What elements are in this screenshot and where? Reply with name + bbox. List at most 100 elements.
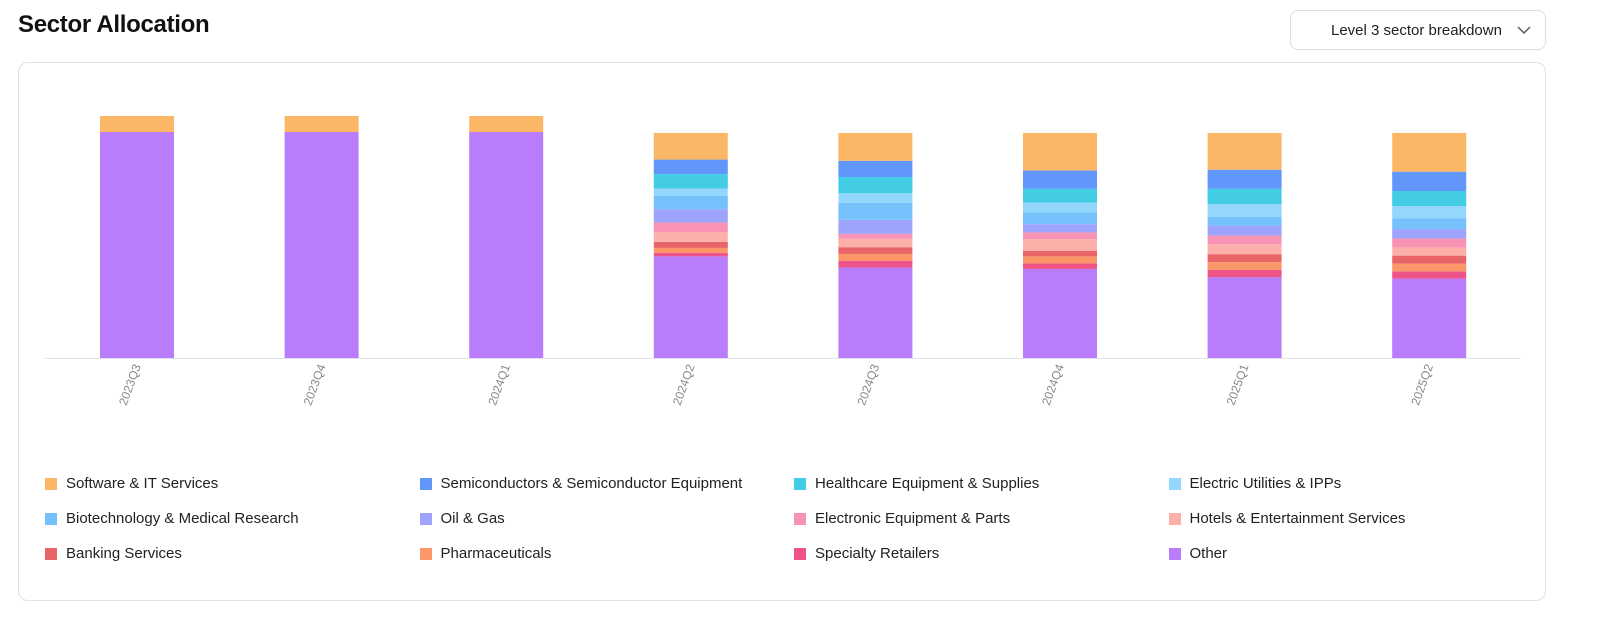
- bar-segment[interactable]: [653, 232, 728, 242]
- bar-segment[interactable]: [838, 132, 913, 161]
- x-tick-label: 2024Q1: [485, 362, 513, 407]
- bar-segment[interactable]: [1207, 132, 1282, 170]
- dropdown-value: Level 3 sector breakdown: [1331, 21, 1502, 39]
- bar-segment[interactable]: [653, 247, 728, 253]
- bar-segment[interactable]: [838, 267, 913, 358]
- bar-segment[interactable]: [469, 131, 544, 358]
- bar-segment[interactable]: [1023, 202, 1097, 213]
- bar-segment[interactable]: [1207, 216, 1282, 226]
- bar-segment[interactable]: [1207, 277, 1282, 358]
- legend-item[interactable]: Electronic Equipment & Parts: [794, 510, 1010, 527]
- bar-segment[interactable]: [1392, 191, 1467, 207]
- legend-item[interactable]: Specialty Retailers: [794, 545, 939, 562]
- x-tick-label: 2023Q3: [116, 362, 144, 407]
- bar-segment[interactable]: [838, 238, 913, 248]
- bar-segment[interactable]: [1392, 229, 1467, 239]
- bar-segment[interactable]: [284, 131, 359, 358]
- bar-segment[interactable]: [1392, 278, 1467, 358]
- legend-label: Semiconductors & Semiconductor Equipment: [440, 475, 743, 492]
- bar-segment[interactable]: [653, 159, 728, 175]
- legend-item[interactable]: Semiconductors & Semiconductor Equipment: [419, 475, 743, 492]
- bar-segment[interactable]: [1392, 271, 1467, 279]
- bar-segment[interactable]: [1023, 256, 1097, 264]
- bar-segment[interactable]: [1023, 188, 1097, 203]
- legend-item[interactable]: Banking Services: [45, 545, 182, 562]
- bar-segment[interactable]: [1392, 263, 1467, 272]
- bar-segment[interactable]: [838, 253, 913, 261]
- sector-level-dropdown[interactable]: Level 3 sector breakdown: [1290, 10, 1546, 50]
- bar-segment[interactable]: [284, 116, 359, 132]
- legend-swatch: [419, 512, 432, 525]
- legend-label: Oil & Gas: [440, 510, 505, 527]
- bar-segment[interactable]: [1207, 169, 1282, 189]
- bar-segment[interactable]: [653, 256, 728, 358]
- bar-segment[interactable]: [838, 193, 913, 203]
- legend-swatch: [45, 477, 57, 490]
- x-tick-label: 2024Q4: [1039, 362, 1067, 407]
- bar-segment[interactable]: [1023, 239, 1097, 251]
- bar-segment[interactable]: [838, 176, 913, 194]
- bar-segment[interactable]: [1023, 250, 1097, 257]
- legend-item[interactable]: Software & IT Services: [45, 475, 218, 492]
- legend-item[interactable]: Biotechnology & Medical Research: [45, 510, 299, 527]
- bar-segment[interactable]: [100, 131, 174, 358]
- bar-segment[interactable]: [838, 202, 913, 220]
- bar-segment[interactable]: [1207, 225, 1282, 236]
- legend-item[interactable]: Pharmaceuticals: [419, 545, 551, 562]
- legend-swatch: [794, 477, 806, 490]
- bar-segment[interactable]: [1023, 132, 1097, 171]
- bar-segment[interactable]: [653, 132, 728, 160]
- legend-label: Specialty Retailers: [815, 545, 940, 562]
- legend-item[interactable]: Healthcare Equipment & Supplies: [794, 475, 1039, 492]
- x-tick-label: 2023Q4: [301, 362, 329, 407]
- x-tick-label: 2025Q1: [1224, 362, 1252, 407]
- bar-segment[interactable]: [1207, 188, 1282, 205]
- bar-segment[interactable]: [1023, 268, 1097, 358]
- bar-segment[interactable]: [1207, 204, 1282, 217]
- bar-segment[interactable]: [1023, 212, 1097, 225]
- legend-swatch: [1168, 477, 1181, 490]
- legend-swatch: [1168, 547, 1181, 560]
- bar-segment[interactable]: [1023, 232, 1097, 240]
- bar-segment[interactable]: [1023, 224, 1097, 233]
- bar-segment[interactable]: [838, 219, 913, 234]
- legend-swatch: [419, 477, 432, 490]
- chart-card: 2023Q3 2023Q4 2024Q1 2024Q2 2024Q3 2024Q4 2025…: [18, 62, 1546, 601]
- stacked-bar-chart: 2023Q3 2023Q4 2024Q1 2024Q2 2024Q3 2024Q4 2025…: [45, 116, 1521, 407]
- bar-segment[interactable]: [1392, 171, 1467, 192]
- legend-item[interactable]: Oil & Gas: [419, 510, 505, 527]
- page-title: Sector Allocation: [18, 11, 210, 38]
- bar-segment[interactable]: [1392, 247, 1467, 256]
- bar-segment[interactable]: [653, 222, 728, 233]
- bar-segment[interactable]: [1207, 235, 1282, 245]
- bar-segment[interactable]: [1392, 206, 1467, 219]
- legend-item[interactable]: Hotels & Entertainment Services: [1168, 510, 1405, 527]
- bar-segment[interactable]: [653, 252, 728, 257]
- bar-segment[interactable]: [653, 209, 728, 223]
- legend-label: Other: [1189, 545, 1228, 562]
- bar-segment[interactable]: [1392, 238, 1467, 248]
- bar-segment[interactable]: [1392, 218, 1467, 230]
- bar-segment[interactable]: [1023, 263, 1097, 269]
- bar-segment[interactable]: [838, 247, 913, 254]
- bar-segment[interactable]: [653, 195, 728, 210]
- bar-segment[interactable]: [653, 241, 728, 248]
- bar-segment[interactable]: [1392, 132, 1467, 172]
- bar-segment[interactable]: [100, 116, 174, 132]
- bar-segment[interactable]: [1207, 262, 1282, 270]
- legend-label: Software & IT Services: [66, 475, 219, 492]
- bar-segment[interactable]: [1207, 244, 1282, 255]
- bar-segment[interactable]: [1207, 254, 1282, 263]
- bar-segment[interactable]: [838, 260, 913, 268]
- bar-segment[interactable]: [838, 160, 913, 177]
- legend-item[interactable]: Other: [1168, 545, 1228, 562]
- legend-item[interactable]: Electric Utilities & IPPs: [1168, 475, 1341, 492]
- bar-segment[interactable]: [1023, 170, 1097, 189]
- legend-label: Electronic Equipment & Parts: [815, 510, 1011, 527]
- bar-segment[interactable]: [653, 174, 728, 189]
- bar-segment[interactable]: [1207, 269, 1282, 278]
- bar-segment[interactable]: [469, 116, 544, 132]
- bar-segment[interactable]: [653, 188, 728, 196]
- bar-segment[interactable]: [1392, 255, 1467, 264]
- bar-segment[interactable]: [838, 233, 913, 239]
